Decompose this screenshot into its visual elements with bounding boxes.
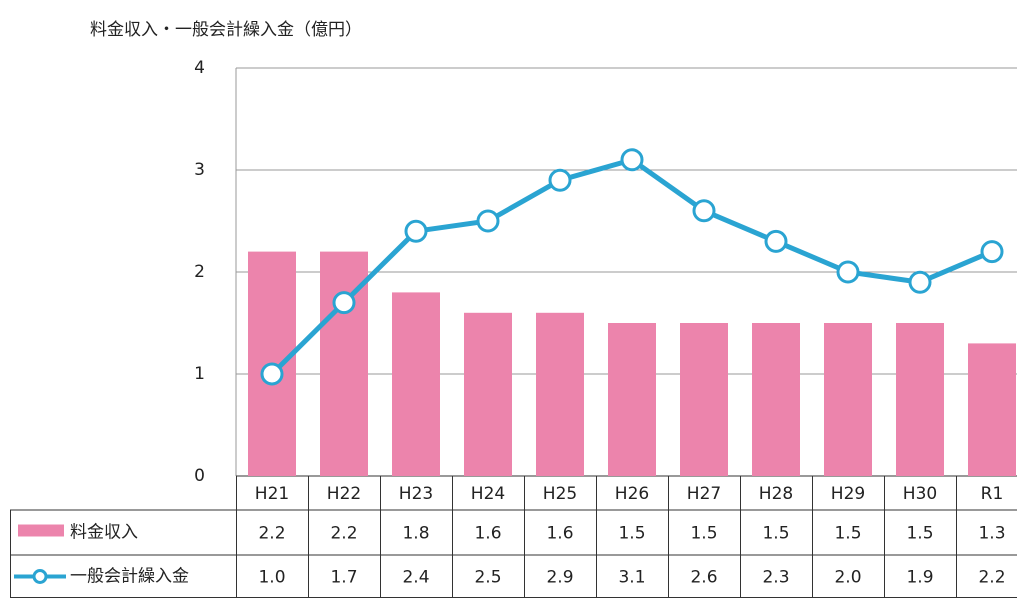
table-value: 3.1 (618, 568, 645, 588)
table-value: 1.5 (618, 524, 645, 544)
table-value: 1.6 (546, 524, 573, 544)
table-value: 1.5 (834, 524, 861, 544)
table-value: 1.9 (906, 568, 933, 588)
bar (968, 343, 1016, 476)
y-tick-label: 2 (194, 262, 205, 282)
table-value: 1.7 (330, 568, 357, 588)
chart-title: 料金収入・一般会計繰入金（億円） (90, 20, 362, 40)
x-tick-label: H30 (903, 484, 937, 504)
marker (404, 219, 428, 243)
marker (260, 362, 284, 386)
table-value: 1.3 (978, 524, 1005, 544)
x-tick-label: H28 (759, 484, 793, 504)
marker (692, 199, 716, 223)
y-tick-label: 4 (194, 58, 205, 78)
marker (908, 270, 932, 294)
bar (392, 292, 440, 476)
table-value: 2.9 (546, 568, 573, 588)
marker (332, 291, 356, 315)
bar (752, 323, 800, 476)
table-value: 2.0 (834, 568, 861, 588)
table-value: 2.3 (762, 568, 789, 588)
marker (764, 229, 788, 253)
x-tick-label: H26 (615, 484, 649, 504)
y-tick-label: 3 (194, 160, 205, 180)
marker (548, 168, 572, 192)
table-value: 2.2 (978, 568, 1005, 588)
x-tick-label: H27 (687, 484, 721, 504)
x-tick-label: H23 (399, 484, 433, 504)
x-tick-label: R1 (981, 484, 1004, 504)
table-value: 2.4 (402, 568, 429, 588)
y-tick-label: 0 (194, 466, 205, 486)
legend-marker (32, 569, 48, 584)
table-value: 1.8 (402, 524, 429, 544)
bar (536, 312, 584, 476)
legend-swatch (18, 524, 64, 537)
table-value: 1.5 (906, 524, 933, 544)
table-value: 1.0 (258, 568, 285, 588)
bar (896, 323, 944, 476)
marker (620, 148, 644, 172)
x-tick-label: H24 (471, 484, 505, 504)
table-value: 2.2 (258, 524, 285, 544)
legend-label: 一般会計繰入金 (70, 567, 189, 587)
bar (680, 323, 728, 476)
table-value: 2.6 (690, 568, 717, 588)
legend-label: 料金収入 (70, 523, 138, 543)
table-value: 2.5 (474, 568, 501, 588)
bar (464, 312, 512, 476)
x-tick-label: H21 (255, 484, 289, 504)
x-tick-label: H22 (327, 484, 361, 504)
marker (980, 240, 1004, 264)
table-value: 1.5 (762, 524, 789, 544)
x-tick-label: H29 (831, 484, 865, 504)
marker (836, 260, 860, 284)
marker (476, 209, 500, 233)
table-value: 1.5 (690, 524, 717, 544)
bar (824, 323, 872, 476)
table-value: 1.6 (474, 524, 501, 544)
bar (608, 323, 656, 476)
y-tick-label: 1 (194, 364, 205, 384)
table-value: 2.2 (330, 524, 357, 544)
x-tick-label: H25 (543, 484, 577, 504)
